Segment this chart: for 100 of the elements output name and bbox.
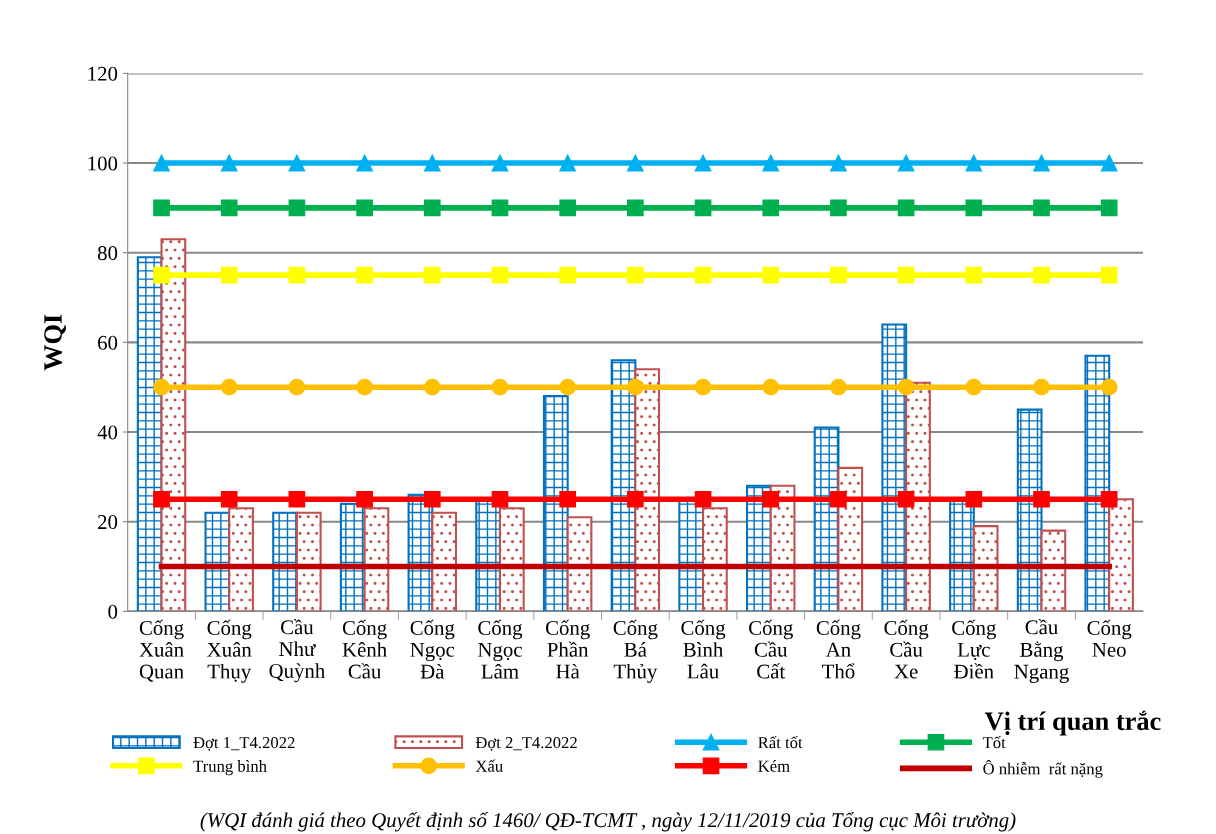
point bbox=[1100, 199, 1118, 217]
x-tick-label: Cống An Thổ bbox=[816, 619, 861, 679]
point bbox=[627, 154, 644, 172]
point bbox=[965, 266, 983, 284]
x-tick-label: Cống Lực Điền bbox=[952, 619, 996, 679]
point bbox=[153, 490, 170, 508]
point bbox=[1033, 154, 1050, 172]
point bbox=[288, 266, 306, 284]
point bbox=[1033, 490, 1050, 508]
legend-label: Đợt 2_T4.2022 bbox=[475, 737, 577, 751]
point bbox=[965, 490, 983, 508]
point bbox=[356, 266, 373, 284]
bar bbox=[972, 525, 999, 612]
point bbox=[694, 199, 712, 217]
point bbox=[965, 154, 983, 172]
legend-label: Trung bình bbox=[193, 760, 267, 776]
point bbox=[153, 266, 170, 284]
bar bbox=[228, 507, 254, 612]
x-tick-label: Cống Bình Lâu bbox=[681, 619, 726, 679]
legend-label: Kém bbox=[758, 760, 790, 772]
x-tick-label: Cống Xuân Quan bbox=[139, 619, 184, 682]
y-tick-label: 20 bbox=[98, 515, 118, 530]
point bbox=[559, 154, 577, 172]
point bbox=[762, 154, 780, 172]
bar bbox=[702, 507, 728, 612]
point bbox=[627, 199, 644, 217]
x-tick-label: Cống Bá Thủy bbox=[613, 619, 658, 683]
point bbox=[288, 378, 306, 396]
point bbox=[762, 199, 780, 217]
point bbox=[830, 266, 847, 284]
point bbox=[830, 154, 847, 172]
point bbox=[897, 378, 915, 396]
point bbox=[423, 378, 441, 396]
text: (WQI đánh giá theo Quyết định số 1460/ QĐ-TCMT , ngày 12/11/2019 của Tổng cục Môi trường) bbox=[200, 811, 1016, 832]
y-tick-label: 60 bbox=[98, 335, 118, 350]
point bbox=[694, 154, 712, 172]
point bbox=[423, 154, 441, 172]
x-axis-title: Vị trí quan trắc bbox=[984, 710, 1161, 736]
point bbox=[965, 378, 983, 396]
point bbox=[965, 199, 983, 217]
legend-label: Xấu bbox=[475, 759, 503, 772]
point bbox=[1033, 199, 1050, 217]
point bbox=[356, 199, 373, 217]
x-tick-label: Cầu Như Quỳnh bbox=[269, 619, 325, 683]
point bbox=[220, 199, 238, 217]
point bbox=[423, 490, 441, 508]
bar bbox=[1108, 498, 1134, 612]
point bbox=[694, 378, 712, 396]
point bbox=[491, 378, 509, 396]
point bbox=[220, 378, 238, 396]
y-tick-label: 100 bbox=[88, 156, 118, 171]
point bbox=[423, 199, 441, 217]
bar bbox=[905, 381, 931, 612]
point bbox=[220, 266, 238, 284]
bar bbox=[566, 516, 593, 612]
point bbox=[627, 490, 644, 508]
x-tick-label: Cầu Bằng Ngang bbox=[1014, 619, 1069, 683]
point bbox=[830, 378, 847, 396]
x-tick-label: Cống Ngọc Lâm bbox=[478, 619, 523, 679]
point bbox=[288, 490, 306, 508]
point bbox=[1100, 266, 1118, 284]
bar bbox=[363, 507, 390, 612]
point bbox=[559, 266, 577, 284]
y-tick-label: 0 bbox=[108, 604, 118, 619]
point bbox=[762, 266, 780, 284]
point bbox=[288, 199, 306, 217]
legend-label: Tốt bbox=[982, 736, 1006, 749]
x-tick-label: Cống Xuân Thụy bbox=[207, 619, 252, 683]
x-tick-label: Cống Phần Hà bbox=[545, 619, 590, 679]
point bbox=[1100, 490, 1118, 508]
bar bbox=[542, 395, 569, 612]
point bbox=[153, 154, 170, 172]
point bbox=[1100, 154, 1118, 172]
point bbox=[830, 490, 847, 508]
point bbox=[559, 199, 577, 217]
point bbox=[220, 490, 238, 508]
point bbox=[627, 378, 644, 396]
point bbox=[897, 490, 915, 508]
point bbox=[153, 378, 170, 396]
point bbox=[897, 199, 915, 217]
point bbox=[1033, 266, 1050, 284]
bar bbox=[431, 511, 458, 612]
y-tick-label: 40 bbox=[97, 425, 118, 440]
point bbox=[491, 199, 509, 217]
point bbox=[830, 199, 847, 217]
x-tick-label: Cống Cầu Xe bbox=[884, 619, 929, 679]
bar bbox=[1040, 529, 1067, 612]
point bbox=[897, 154, 915, 172]
point bbox=[356, 490, 373, 508]
point bbox=[356, 378, 373, 396]
y-tick-label: 80 bbox=[97, 246, 118, 261]
x-tick-label: Cống Kênh Cầu bbox=[342, 619, 387, 679]
point bbox=[491, 154, 509, 172]
legend-label: Ô nhiễm rất nặng bbox=[983, 759, 1103, 778]
x-tick-label: Cống Ngọc Đà bbox=[410, 619, 455, 679]
point bbox=[1100, 378, 1118, 396]
point bbox=[220, 154, 238, 172]
point bbox=[491, 490, 509, 508]
point bbox=[897, 266, 915, 284]
point bbox=[491, 266, 509, 284]
